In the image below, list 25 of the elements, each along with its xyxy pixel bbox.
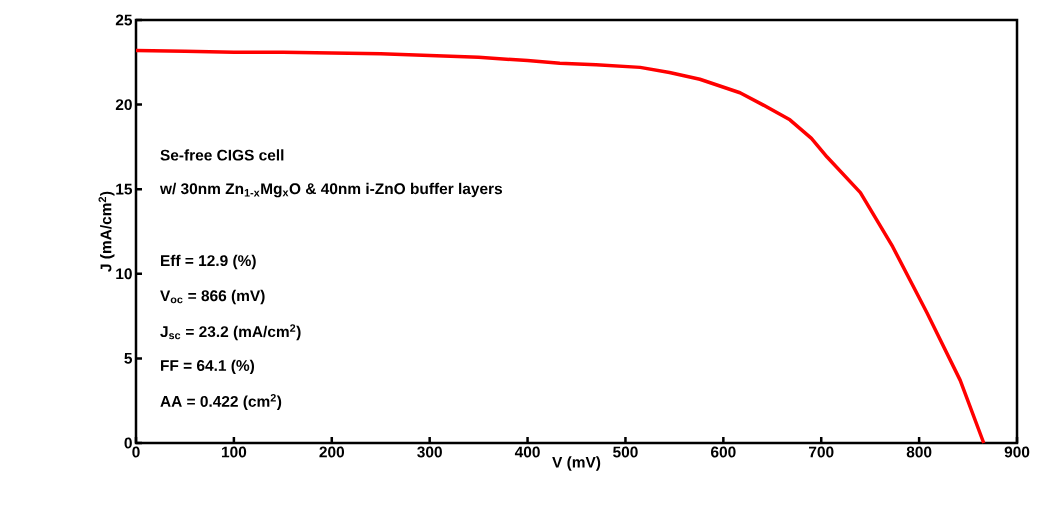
y-axis-title: J (mA/cm$^{2}$) <box>98 191 115 272</box>
x-tick-label: 500 <box>613 446 638 458</box>
y-tick-label: 20 <box>115 99 132 111</box>
annotation: V$_{oc}$ = 866 (mV) <box>160 289 265 305</box>
x-tick-label: 700 <box>809 446 834 458</box>
y-tick-label: 0 <box>124 437 132 449</box>
x-tick-label: 600 <box>711 446 736 458</box>
x-axis-title: V (mV) <box>552 456 601 471</box>
x-tick-label: 800 <box>906 446 932 458</box>
line-series <box>134 48 986 445</box>
y-tick-label: 15 <box>116 183 133 195</box>
x-tick-label: 100 <box>221 446 247 458</box>
x-tick-label: 200 <box>319 446 345 458</box>
annotation: FF = 64.1 (%) <box>161 359 255 375</box>
x-tick-label: 400 <box>514 446 540 458</box>
annotation: w/ 30nm Zn$_{1-x}$Mg$_{x}$O & 40nm i-ZnO buffer layers <box>159 182 503 198</box>
annotation: AA = 0.422 (cm$^{2}$) <box>160 393 282 410</box>
annotation: Se-free CIGS cell <box>160 149 284 161</box>
y-tick-label: 5 <box>124 353 133 364</box>
x-tick-label: 900 <box>1004 446 1030 458</box>
y-tick-label: 10 <box>116 268 132 280</box>
annotation: J$_{sc}$ = 23.2 (mA/cm$^{2}$) <box>160 324 301 341</box>
annotation: Eff = 12.9 (%) <box>161 254 256 270</box>
x-tick-label: 300 <box>417 446 442 458</box>
y-tick-label: 25 <box>115 14 133 26</box>
